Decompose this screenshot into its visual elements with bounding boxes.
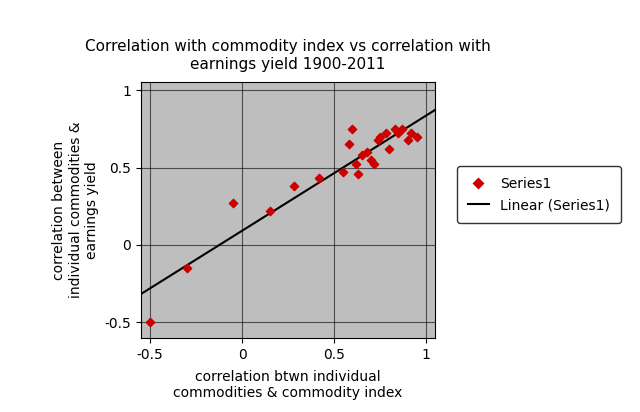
Point — [338, 169, 348, 176]
Point — [362, 149, 372, 155]
Point — [344, 141, 354, 147]
Point — [375, 133, 385, 140]
Point — [365, 157, 376, 163]
Point — [145, 319, 155, 325]
Point — [406, 130, 417, 137]
Legend: Series1, Linear (Series1): Series1, Linear (Series1) — [457, 166, 621, 223]
Point — [390, 126, 400, 132]
Point — [394, 130, 404, 137]
Point — [314, 175, 324, 182]
Point — [228, 200, 238, 206]
Point — [403, 136, 413, 143]
Point — [373, 136, 383, 143]
Point — [289, 183, 299, 190]
Point — [353, 171, 363, 177]
Point — [356, 152, 367, 159]
Point — [348, 126, 358, 132]
Point — [264, 208, 275, 214]
Y-axis label: correlation between
individual commodities &
earnings yield: correlation between individual commoditi… — [52, 122, 99, 298]
Point — [380, 130, 390, 137]
X-axis label: correlation btwn individual
commodities & commodity index: correlation btwn individual commodities … — [173, 370, 403, 400]
Point — [384, 146, 394, 152]
Title: Correlation with commodity index vs correlation with
earnings yield 1900-2011: Correlation with commodity index vs corr… — [85, 39, 491, 72]
Point — [369, 161, 380, 168]
Point — [182, 265, 192, 272]
Point — [351, 161, 361, 168]
Point — [412, 133, 422, 140]
Point — [397, 126, 407, 132]
